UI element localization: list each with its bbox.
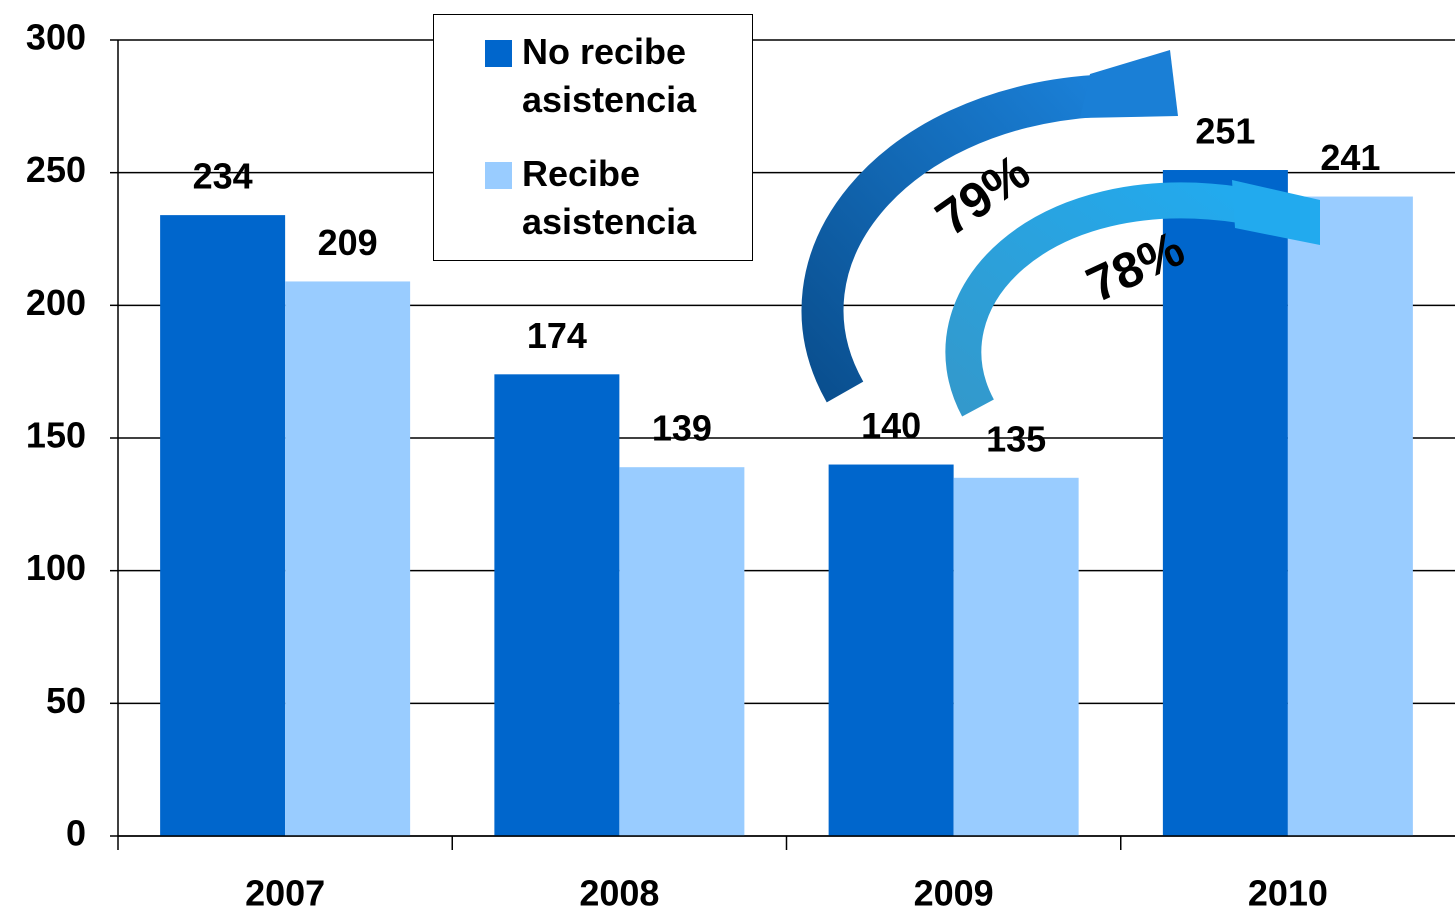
x-tick-label: 2008 — [579, 873, 659, 914]
x-tick-label: 2010 — [1248, 873, 1328, 914]
y-tick-label: 150 — [26, 415, 86, 456]
data-label: 234 — [193, 156, 253, 197]
bar — [953, 477, 1079, 836]
y-tick-label: 50 — [46, 680, 86, 721]
y-tick-label: 200 — [26, 282, 86, 323]
x-tick-label: 2007 — [245, 873, 325, 914]
y-tick-label: 100 — [26, 547, 86, 588]
arrow-head — [1080, 50, 1178, 118]
data-label: 135 — [986, 418, 1046, 459]
legend-swatch — [485, 40, 512, 67]
bar — [1287, 196, 1413, 837]
bar — [494, 374, 620, 836]
legend-label: Recibe asistencia — [522, 153, 697, 242]
y-tick-label: 0 — [66, 813, 86, 854]
y-tick-label: 250 — [26, 149, 86, 190]
arrows — [801, 50, 1320, 417]
x-tick-label: 2009 — [914, 873, 994, 914]
data-label: 174 — [527, 315, 587, 356]
data-label: 140 — [861, 405, 921, 446]
y-tick-label: 300 — [26, 17, 86, 58]
data-label: 139 — [652, 408, 712, 449]
legend-swatch — [485, 162, 512, 189]
data-label: 209 — [318, 222, 378, 263]
bar — [1162, 170, 1288, 837]
arrow — [945, 182, 1243, 417]
data-label: 251 — [1195, 111, 1255, 152]
bar — [619, 467, 745, 836]
data-label: 241 — [1320, 137, 1380, 178]
arrow — [801, 75, 1097, 403]
arrow-head — [1232, 180, 1320, 245]
bar — [828, 464, 954, 836]
legend-label: No recibe asistencia — [522, 31, 697, 120]
bar — [285, 281, 411, 836]
bar — [160, 215, 286, 836]
